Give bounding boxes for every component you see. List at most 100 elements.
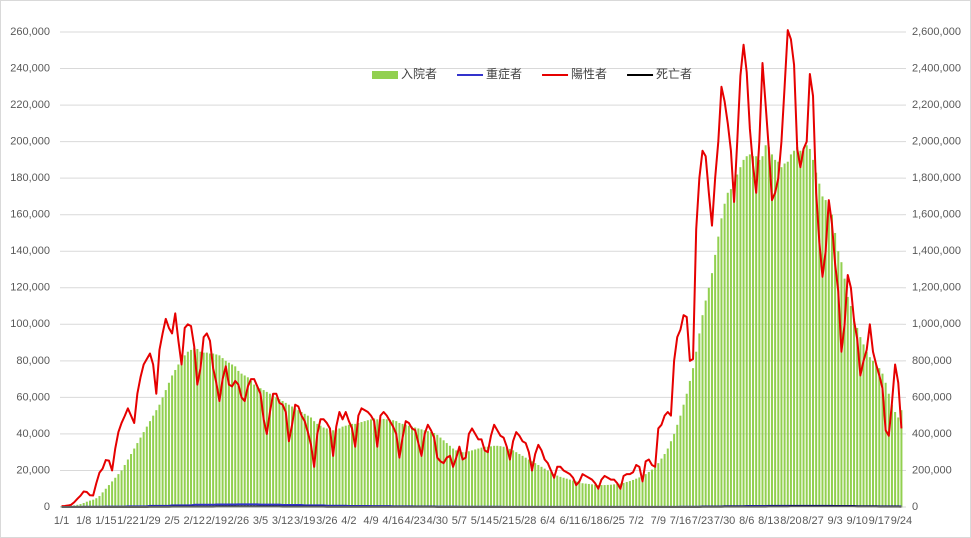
- bar: [853, 318, 856, 507]
- y-tick-label: 240,000: [10, 62, 50, 74]
- bar: [818, 183, 821, 507]
- bar: [256, 386, 259, 507]
- x-tick-label: 8/13: [758, 515, 779, 527]
- y-tick-label: 120,000: [10, 282, 50, 294]
- x-tick-label: 7/30: [714, 515, 735, 527]
- bar: [417, 428, 420, 507]
- bar: [849, 306, 852, 507]
- bar: [392, 420, 395, 507]
- bar: [426, 431, 429, 507]
- bar: [830, 214, 833, 507]
- bar: [275, 397, 278, 507]
- bar: [897, 417, 900, 507]
- bar: [777, 161, 780, 507]
- bar: [518, 454, 521, 507]
- bar: [590, 484, 594, 507]
- y2-tick-label: 1,600,000: [912, 209, 961, 221]
- line: [61, 29, 903, 508]
- bar: [332, 430, 335, 507]
- legend: 入院者 重症者 陽性者 死亡者: [372, 66, 692, 81]
- bar: [710, 273, 713, 507]
- bar: [319, 425, 322, 507]
- bar: [862, 344, 865, 507]
- y2-tick-label: 2,200,000: [912, 99, 961, 111]
- bar: [344, 425, 347, 507]
- x-tick-label: 7/16: [670, 515, 691, 527]
- x-tick-label: 4/2: [341, 515, 356, 527]
- bar: [644, 474, 647, 507]
- bar: [521, 455, 524, 507]
- bar: [335, 429, 338, 507]
- bar: [527, 459, 530, 507]
- bar: [243, 375, 246, 507]
- bar: [572, 480, 575, 507]
- bar: [250, 380, 253, 507]
- bar: [145, 426, 148, 507]
- x-tick-label: 7/9: [651, 515, 666, 527]
- y2-tick-label: 0: [912, 501, 918, 513]
- legend-label: 重症者: [486, 66, 522, 81]
- bar: [736, 174, 739, 507]
- bar: [840, 262, 843, 507]
- bar: [704, 300, 707, 507]
- y2-tick-label: 2,600,000: [912, 26, 961, 38]
- bar: [505, 447, 508, 507]
- bar: [420, 429, 423, 507]
- bar: [452, 448, 455, 507]
- bar: [316, 423, 319, 507]
- x-tick-label: 7/2: [629, 515, 644, 527]
- bar: [471, 450, 474, 507]
- bar: [208, 353, 211, 507]
- bar: [549, 472, 552, 507]
- y-tick-label: 80,000: [16, 355, 50, 367]
- bar: [568, 479, 571, 507]
- bar: [669, 441, 672, 507]
- bar: [218, 355, 221, 507]
- bar: [117, 474, 120, 507]
- bar: [259, 388, 262, 507]
- x-tick-label: 2/5: [164, 515, 179, 527]
- bar: [632, 479, 635, 507]
- bar: [398, 422, 401, 507]
- bar: [575, 481, 578, 507]
- y-tick-label: 40,000: [16, 428, 50, 440]
- bar: [553, 474, 556, 507]
- bar: [107, 485, 110, 507]
- bar: [531, 461, 534, 507]
- bar: [682, 404, 685, 507]
- bar: [158, 404, 161, 507]
- bar: [190, 349, 193, 507]
- bar: [729, 189, 732, 507]
- bar: [859, 337, 862, 507]
- bar: [843, 278, 846, 507]
- bars: [60, 145, 903, 508]
- bar: [341, 426, 344, 507]
- bar: [379, 419, 382, 507]
- bar: [546, 470, 549, 507]
- bar: [174, 369, 177, 507]
- bar: [695, 351, 698, 507]
- bar: [474, 449, 477, 507]
- bar: [641, 475, 644, 507]
- x-tick-label: 3/5: [253, 515, 268, 527]
- bar: [581, 483, 584, 507]
- bar: [578, 482, 581, 507]
- bar: [278, 399, 281, 507]
- legend-label: 死亡者: [656, 67, 692, 81]
- bar: [805, 145, 808, 507]
- bar: [164, 390, 167, 507]
- bar: [161, 397, 164, 507]
- bar: [458, 451, 461, 507]
- bar: [414, 427, 417, 507]
- bar: [114, 477, 117, 507]
- bar: [660, 458, 663, 507]
- bar: [366, 420, 369, 507]
- bar: [382, 418, 385, 507]
- bar: [761, 156, 764, 507]
- bar: [85, 501, 88, 507]
- x-tick-label: 5/14: [471, 515, 492, 527]
- y-tick-label: 260,000: [10, 26, 50, 38]
- bar: [199, 351, 202, 507]
- bar: [758, 159, 761, 507]
- bar: [152, 415, 155, 507]
